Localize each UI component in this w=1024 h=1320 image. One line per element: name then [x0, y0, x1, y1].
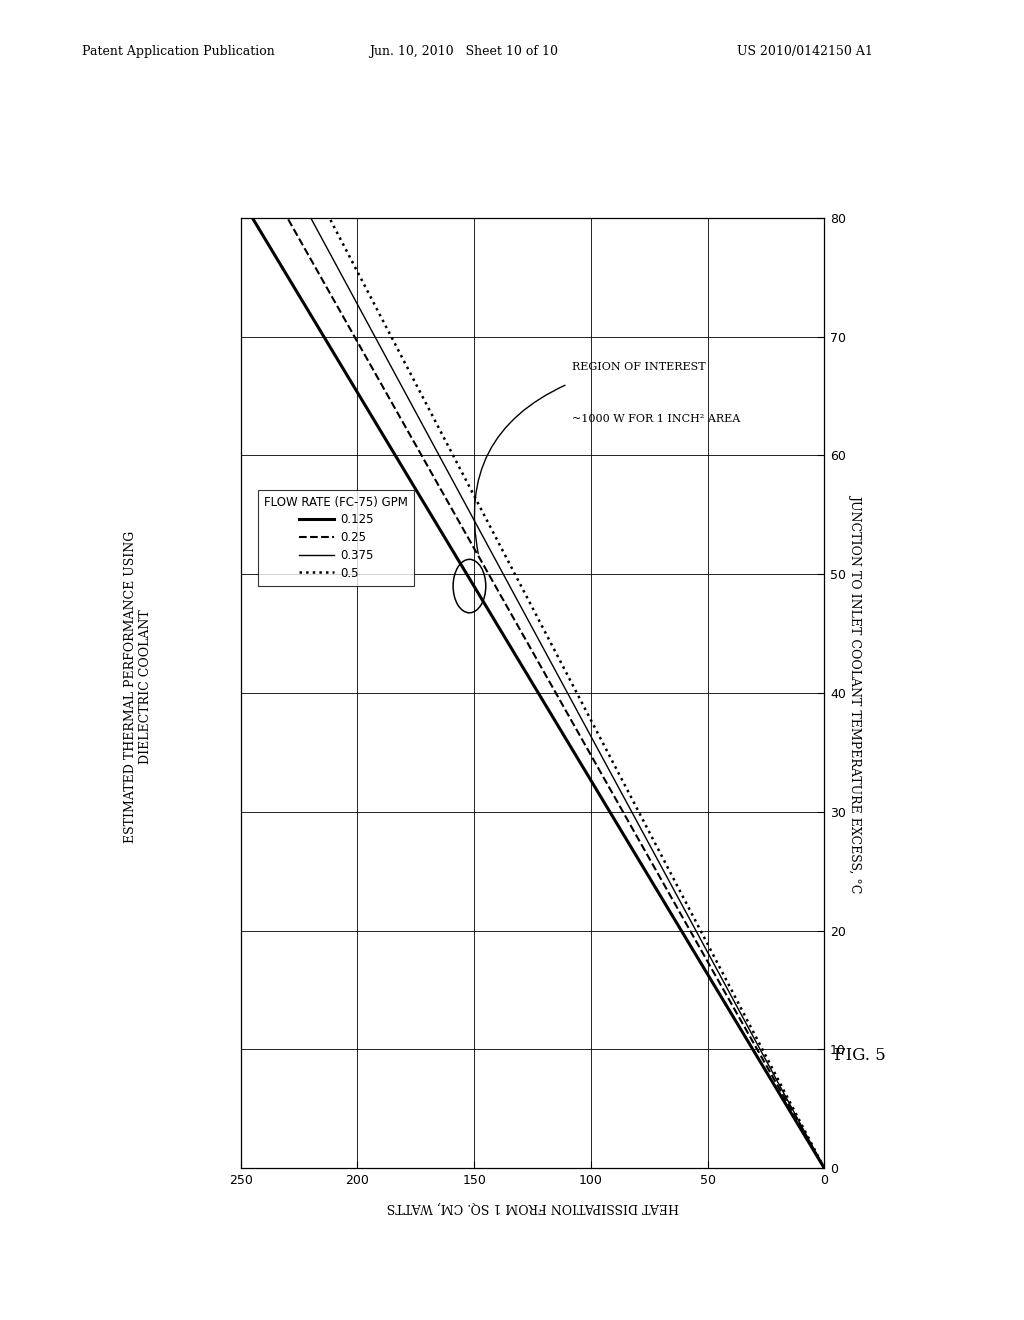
Text: REGION OF INTEREST: REGION OF INTEREST: [572, 362, 706, 372]
Text: ESTIMATED THERMAL PERFORMANCE USING
DIELECTRIC COOLANT: ESTIMATED THERMAL PERFORMANCE USING DIEL…: [124, 531, 153, 842]
Text: Patent Application Publication: Patent Application Publication: [82, 45, 274, 58]
Text: Jun. 10, 2010   Sheet 10 of 10: Jun. 10, 2010 Sheet 10 of 10: [369, 45, 558, 58]
Y-axis label: JUNCTION TO INLET COOLANT TEMPERATURE EXCESS, °C: JUNCTION TO INLET COOLANT TEMPERATURE EX…: [850, 494, 862, 892]
Text: FIG. 5: FIG. 5: [835, 1048, 886, 1064]
Text: US 2010/0142150 A1: US 2010/0142150 A1: [737, 45, 873, 58]
X-axis label: HEAT DISSIPATION FROM 1 SQ. CM, WATTS: HEAT DISSIPATION FROM 1 SQ. CM, WATTS: [386, 1201, 679, 1213]
Text: ~1000 W FOR 1 INCH² AREA: ~1000 W FOR 1 INCH² AREA: [572, 414, 740, 424]
Legend: 0.125, 0.25, 0.375, 0.5: 0.125, 0.25, 0.375, 0.5: [258, 490, 414, 586]
